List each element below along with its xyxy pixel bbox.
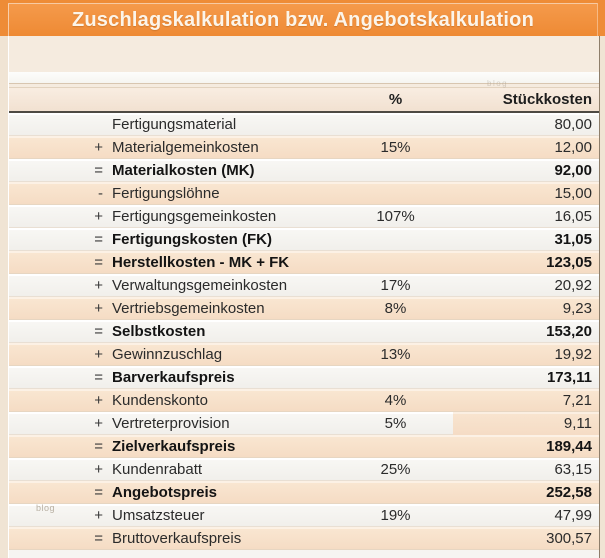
row-operator: +	[94, 138, 103, 156]
row-value: 7,21	[562, 391, 592, 409]
table-row-materialkosten[interactable]: = Materialkosten (MK) 92,00	[9, 159, 599, 182]
row-value: 9,11	[453, 412, 599, 435]
row-percent: 19%	[380, 506, 411, 524]
row-value: 47,99	[554, 506, 592, 524]
row-label: Herstellkosten - MK + FK	[112, 253, 290, 271]
row-label: Kundenrabatt	[112, 460, 203, 478]
title-cell: Zuschlagskalkulation bzw. Angebotskalkul…	[8, 3, 598, 36]
row-operator: +	[94, 506, 103, 524]
row-operator: =	[94, 368, 103, 386]
row-value: 123,05	[546, 253, 592, 271]
row-value: 189,44	[546, 437, 592, 455]
table-row-gewinnzuschlag[interactable]: + Gewinnzuschlag 13% 19,92	[9, 343, 599, 366]
row-percent: 5%	[384, 415, 407, 432]
spacer-band-top	[9, 36, 599, 72]
row-percent: 17%	[380, 276, 411, 294]
row-operator: =	[94, 437, 103, 455]
row-label: Selbstkosten	[112, 322, 206, 340]
header-unit-cost: Stückkosten	[502, 91, 592, 108]
row-operator: -	[98, 184, 103, 202]
page-title: Zuschlagskalkulation bzw. Angebotskalkul…	[71, 8, 535, 31]
row-label: Fertigungsmaterial	[112, 115, 237, 133]
bottom-strip	[9, 550, 599, 558]
row-operator: =	[94, 161, 103, 179]
row-value: 153,20	[546, 322, 592, 340]
row-label: Kundenskonto	[112, 391, 208, 409]
table-row-selbstkosten[interactable]: = Selbstkosten 153,20	[9, 320, 599, 343]
row-operator: =	[94, 322, 103, 340]
row-label: Bruttoverkaufspreis	[112, 529, 242, 547]
row-operator: +	[94, 345, 103, 363]
table-header-row: % Stückkosten	[9, 87, 599, 113]
table-row-fertigungsgemeinkosten[interactable]: + Fertigungsgemeinkosten 107% 16,05	[9, 205, 599, 228]
calc-sheet: % Stückkosten Fertigungsmaterial 80,00 +…	[8, 36, 600, 558]
row-operator: =	[94, 253, 103, 271]
row-operator: =	[94, 529, 103, 547]
row-value: 63,15	[554, 460, 592, 478]
table-row-herstellkosten[interactable]: = Herstellkosten - MK + FK 123,05	[9, 251, 599, 274]
row-value: 300,57	[546, 529, 592, 547]
row-label: Barverkaufspreis	[112, 368, 235, 386]
row-percent: 107%	[376, 207, 415, 225]
row-value: 252,58	[546, 483, 592, 501]
row-operator: +	[94, 391, 103, 409]
table-row-vertriebsgemeinkosten[interactable]: + Vertriebsgemeinkosten 8% 9,23	[9, 297, 599, 320]
row-value: 16,05	[554, 207, 592, 225]
row-operator: =	[94, 230, 103, 248]
table-row-barverkaufspreis[interactable]: = Barverkaufspreis 173,11	[9, 366, 599, 389]
table-row-angebotspreis[interactable]: = Angebotspreis 252,58	[9, 481, 599, 504]
row-label: Angebotspreis	[112, 483, 218, 501]
row-value: 12,00	[554, 138, 592, 156]
row-operator: +	[94, 276, 103, 294]
header-percent: %	[388, 91, 403, 108]
table-row-kundenrabatt[interactable]: + Kundenrabatt 25% 63,15	[9, 458, 599, 481]
row-label: Vertriebsgemeinkosten	[112, 299, 265, 317]
row-label: Fertigungslöhne	[112, 184, 220, 202]
row-label: Fertigungskosten (FK)	[112, 230, 272, 248]
row-operator: +	[94, 460, 103, 478]
row-operator: +	[94, 207, 103, 225]
table-row-kundenskonto[interactable]: + Kundenskonto 4% 7,21	[9, 389, 599, 412]
row-label: Materialgemeinkosten	[112, 138, 259, 156]
table-row-materialgemeinkosten[interactable]: + Materialgemeinkosten 15% 12,00	[9, 136, 599, 159]
table-row-fertigungsloehne[interactable]: - Fertigungslöhne 15,00	[9, 182, 599, 205]
table-row-verwaltungsgemeinkosten[interactable]: + Verwaltungsgemeinkosten 17% 20,92	[9, 274, 599, 297]
row-value: 92,00	[554, 161, 592, 179]
row-percent: 15%	[380, 138, 411, 156]
row-label: Umsatzsteuer	[112, 506, 205, 524]
row-operator: =	[94, 483, 103, 501]
table-row-bruttoverkaufspreis[interactable]: = Bruttoverkaufspreis 300,57	[9, 527, 599, 550]
row-label: Zielverkaufspreis	[112, 437, 236, 455]
row-label: Verwaltungsgemeinkosten	[112, 276, 288, 294]
row-label: Vertreterprovision	[112, 415, 230, 432]
row-label: Fertigungsgemeinkosten	[112, 207, 277, 225]
row-percent: 4%	[384, 391, 407, 409]
row-percent: 8%	[384, 299, 407, 317]
title-bar: Zuschlagskalkulation bzw. Angebotskalkul…	[0, 0, 605, 36]
row-label: Materialkosten (MK)	[112, 161, 255, 179]
table-row-umsatzsteuer[interactable]: + Umsatzsteuer 19% 47,99	[9, 504, 599, 527]
row-percent: 25%	[380, 460, 411, 478]
row-percent: 13%	[380, 345, 411, 363]
table-row-vertreterprovision[interactable]: + Vertreterprovision 5% 9,11	[9, 412, 599, 435]
table-row-fertigungskosten[interactable]: = Fertigungskosten (FK) 31,05	[9, 228, 599, 251]
row-operator: +	[94, 415, 103, 432]
row-value: 80,00	[554, 115, 592, 133]
spacer-band-white	[9, 72, 599, 84]
row-value: 9,23	[562, 299, 592, 317]
row-value: 20,92	[554, 276, 592, 294]
row-value: 15,00	[554, 184, 592, 202]
row-value: 173,11	[546, 368, 592, 386]
row-operator: +	[94, 299, 103, 317]
spacer-band-thin	[9, 84, 599, 87]
row-label: Gewinnzuschlag	[112, 345, 223, 363]
row-value: 31,05	[554, 230, 592, 248]
row-value: 19,92	[554, 345, 592, 363]
table-row-zielverkaufspreis[interactable]: = Zielverkaufspreis 189,44	[9, 435, 599, 458]
table-row-fertigungsmaterial[interactable]: Fertigungsmaterial 80,00	[9, 113, 599, 136]
